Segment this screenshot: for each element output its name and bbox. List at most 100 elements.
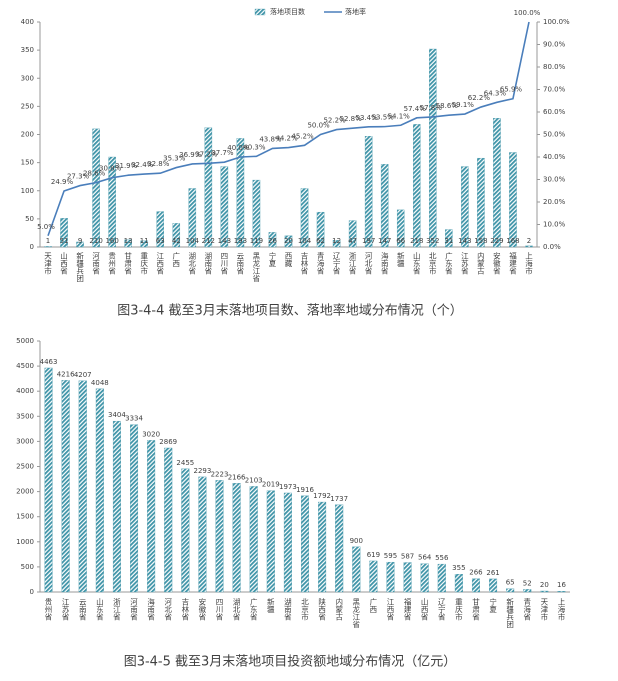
bar: [61, 380, 70, 593]
chart-1: 0 50 100 150 200 250 300 350 400 0.0% 10.0% 20.0% 30…: [21, 7, 570, 319]
bar: [380, 164, 389, 248]
y-tick-label: 100: [21, 187, 34, 195]
bar: [413, 124, 421, 248]
line-value-label: 30.8%: [99, 165, 122, 173]
line-value-label: 37.2%: [195, 150, 218, 158]
bar-value-label: 168: [506, 237, 519, 245]
x-tick-label: 重庆市: [454, 598, 463, 622]
bar: [92, 128, 100, 248]
bar-value-label: 212: [202, 237, 215, 245]
x-tick-label: 江西省: [155, 252, 164, 275]
x-tick-label: 新疆兵团: [505, 597, 514, 630]
bar: [348, 220, 357, 248]
bar: [429, 48, 437, 248]
bar-value-label: 564: [418, 554, 432, 562]
bar: [268, 232, 277, 248]
bar-value-label: 197: [362, 237, 375, 245]
bar: [204, 127, 213, 248]
y2-tick-label: 100.0%: [543, 18, 570, 26]
bar-value-label: 2223: [211, 470, 229, 478]
bar-value-label: 63: [156, 237, 165, 245]
bar-value-label: 556: [435, 554, 449, 562]
bar-value-label: 4048: [91, 379, 109, 387]
y-tick-label: 500: [21, 563, 34, 571]
line: [47, 21, 530, 237]
line-value-label: 36.9%: [179, 151, 202, 159]
x-tick-label: 北京市: [428, 252, 437, 276]
line-value-label: 45.2%: [291, 132, 314, 140]
bar-value-label: 2293: [194, 467, 212, 475]
bar-value-label: 119: [250, 237, 263, 245]
bar-value-label: 2869: [159, 438, 177, 446]
line-value-label: 43.8%: [259, 135, 282, 143]
bar-value-label: 587: [401, 553, 414, 561]
line-value-label: 24.9%: [51, 178, 74, 186]
y-tick-label: 3000: [16, 437, 34, 445]
y-tick-label: 200: [21, 131, 34, 139]
bar-value-label: 261: [486, 569, 499, 577]
bar: [112, 420, 121, 593]
bar-value-label: 3020: [142, 430, 160, 438]
line-value-label: 32.8%: [147, 160, 170, 168]
line-value-label: 32.4%: [131, 161, 154, 169]
y-tick-label: 50: [25, 215, 34, 223]
bar: [60, 218, 68, 248]
bar: [188, 188, 197, 248]
y-tick-label: 1000: [16, 538, 34, 546]
x-tick-label: 湖北省: [188, 252, 197, 275]
bar: [316, 211, 325, 248]
line-value-label: 62.2%: [468, 94, 491, 102]
bar-value-label: 104: [186, 237, 200, 245]
x-tick-label: 四川省: [215, 598, 224, 621]
x-tick-label: 新疆兵团: [75, 251, 84, 283]
y2-tick-label: 10.0%: [543, 221, 566, 229]
x-tick-label: 黑龙江省: [252, 252, 261, 282]
x-tick-label: 海南省: [380, 251, 389, 275]
bar-value-label: 2: [527, 237, 531, 245]
line-value-label: 31.9%: [115, 162, 138, 170]
bar: [386, 561, 395, 593]
bar-value-label: 66: [396, 237, 405, 245]
x-tick-label: 广西: [369, 597, 378, 615]
y-tick-label: 5000: [16, 337, 34, 345]
bar-value-label: 20: [284, 237, 293, 245]
x-tick-label: 上海市: [524, 252, 533, 276]
x-tick-label: 云南省: [236, 252, 245, 275]
caption: 图3-4-5 截至3月末落地项目投资额地域分布情况（亿元）: [124, 654, 457, 670]
bar: [396, 209, 405, 248]
bar-value-label: 2455: [176, 459, 194, 467]
line-value-label: 54.1%: [388, 112, 411, 120]
bar-value-label: 160: [105, 237, 118, 245]
y-tick-label: 0: [30, 588, 34, 596]
x-tick-label: 广东省: [444, 251, 453, 275]
bar: [76, 241, 84, 248]
bar-value-label: 352: [426, 237, 439, 245]
x-tick-label: 广西: [172, 251, 181, 268]
bar-value-label: 1737: [330, 495, 348, 503]
x-tick-label: 江苏省: [460, 252, 469, 275]
bar-value-label: 51: [60, 237, 69, 245]
line-value-label: 5.0%: [37, 223, 55, 231]
bar-value-label: 595: [384, 552, 397, 560]
bar-value-label: 266: [469, 569, 483, 577]
x-tick-label: 湖南省: [283, 598, 292, 621]
x-tick-label: 广东省: [249, 597, 258, 621]
line-value-label: 53.5%: [372, 114, 395, 122]
x-tick-label: 云南省: [78, 598, 87, 621]
x-tick-label: 重庆市: [139, 252, 148, 276]
x-tick-label: 江西省: [386, 598, 395, 621]
bar-value-label: 47: [348, 237, 357, 245]
bar: [215, 480, 224, 593]
bar-value-label: 158: [474, 237, 487, 245]
line-value-label: 58.6%: [436, 102, 459, 110]
bar-value-label: 147: [378, 237, 391, 245]
x-tick-label: 上海市: [557, 598, 566, 622]
x-tick-label: 福建省: [508, 252, 517, 275]
line-value-label: 28.6%: [83, 170, 106, 178]
x-tick-label: 河北省: [364, 252, 373, 275]
x-tick-label: 吉林省: [300, 252, 309, 275]
bar-value-label: 104: [298, 237, 312, 245]
x-tick-label: 安徽省: [198, 597, 207, 621]
bar-value-label: 62: [316, 237, 325, 245]
